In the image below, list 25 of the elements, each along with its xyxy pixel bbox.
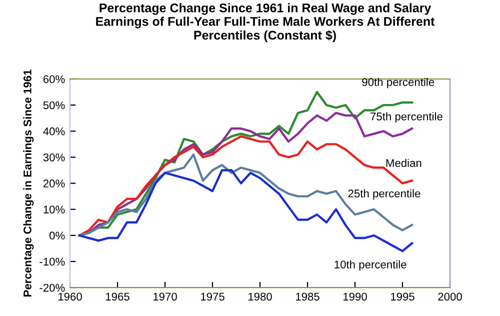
series-label: 90th percentile [362, 78, 434, 88]
y-tick-label: 60% [43, 75, 65, 84]
x-tick-label: 1975 [200, 292, 224, 301]
series-label: 25th percentile [348, 189, 420, 200]
y-tick-label: 40% [43, 127, 65, 136]
y-axis-title: Percentage Change in Earnings Since 1961 [23, 70, 34, 296]
series-label: 75th percentile [370, 112, 442, 123]
y-tick-label: 50% [43, 101, 65, 110]
y-tick-label: 20% [43, 180, 65, 188]
x-tick-label: 1980 [248, 292, 272, 301]
x-tick-label: 1995 [390, 292, 414, 301]
x-tick-label: 1985 [296, 292, 320, 301]
x-tick-label: 2000 [438, 292, 462, 301]
y-tick-label: 10% [44, 206, 65, 214]
y-tick-label: 0% [50, 232, 65, 240]
x-tick-label: 1970 [153, 292, 177, 301]
y-tick-label: -10% [40, 258, 65, 266]
chart-title: Percentage Change Since 1961 in Real Wage and Salary Earnings of Full-Year Full-Time Male Workers At Different Percentiles (Constant $) [96, 3, 435, 42]
y-tick-label: 30% [43, 153, 65, 162]
series-label: 10th percentile [334, 260, 406, 271]
x-tick-label: 1965 [106, 292, 130, 301]
x-tick-label: 1990 [343, 292, 367, 301]
x-tick-label: 1960 [58, 292, 82, 301]
series-label: Median [386, 158, 422, 167]
y-tick-label: -20% [40, 284, 65, 292]
